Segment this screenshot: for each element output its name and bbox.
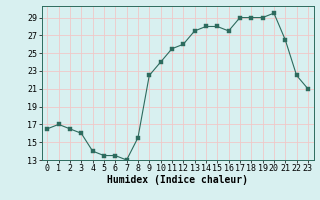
X-axis label: Humidex (Indice chaleur): Humidex (Indice chaleur) xyxy=(107,175,248,185)
